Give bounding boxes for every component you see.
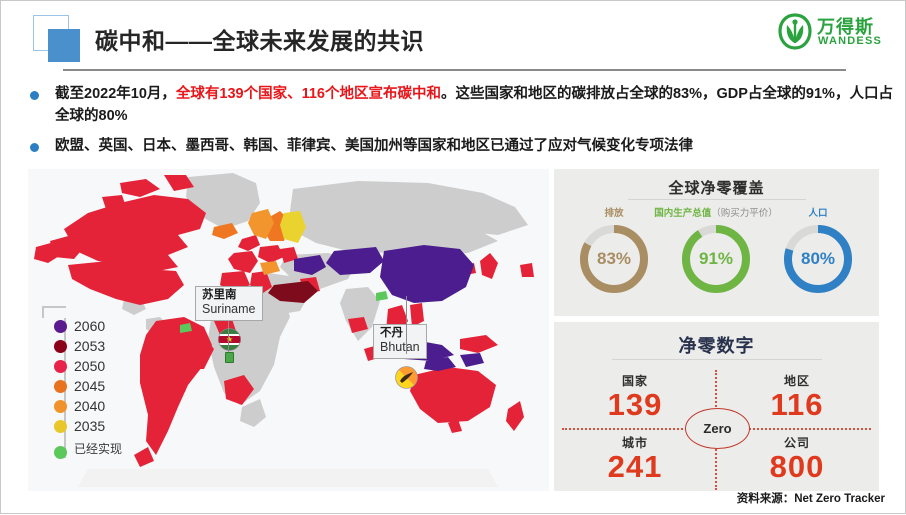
bullet-1-highlight: 全球有139个国家、116个地区宣布碳中和 [175, 86, 441, 102]
bullet-1-segment-2: 。这些国家和地区的碳排放占全球的83%，GDP占全球的91%，人口占全球的80% [55, 86, 893, 125]
panel-title-underline [612, 359, 822, 360]
bullet-text-1: 截至2022年10月，全球有139个国家、116个地区宣布碳中和。这些国家和地区… [55, 83, 893, 128]
callout-bhutan-box: 不丹 Bhutan [373, 324, 427, 359]
donut-population-value: 80% [800, 249, 836, 268]
legend-bracket [42, 306, 66, 318]
logo-text-cn: 万得斯 [817, 17, 874, 37]
callout-suriname-box: 苏里南 Suriname [195, 286, 263, 321]
legend-label-2060: 2060 [74, 318, 106, 334]
page-title: 碳中和——全球未来发展的共识 [95, 28, 424, 54]
legend-swatch-icon [54, 400, 67, 413]
net-zero-cell-companies: 公司 800 [722, 434, 872, 484]
donut-population-name: 人口 [808, 208, 828, 219]
leaf-sprout-icon [777, 13, 813, 51]
legend-swatch-icon [54, 320, 67, 333]
donut-gdp-sub: （购买力平价） [711, 208, 778, 219]
net-zero-numbers-panel: 净零数字 国家 139 地区 116 城市 241 公司 [554, 322, 879, 491]
net-zero-grid: 国家 139 地区 116 城市 241 公司 800 Zero [554, 366, 879, 491]
donut-population-label: 人口 [808, 205, 827, 219]
legend-label-2035: 2035 [74, 418, 106, 434]
panel-title-netzero: 净零数字 [678, 336, 755, 356]
panel-title-underline [628, 199, 806, 200]
bullet-marker-icon [30, 142, 39, 152]
donut-gdp-ring: 91% [679, 222, 753, 296]
global-net-zero-coverage-panel: 全球净零覆盖 排放 83% 国内生产总值（购买力平价） [554, 169, 879, 316]
brand-logo: 万得斯 WANDESS [777, 11, 893, 55]
bhutan-flag-icon [395, 366, 418, 389]
donut-emissions-ring: 83% [577, 222, 651, 296]
callout-bhutan-stem [406, 296, 407, 354]
legend-swatch-icon [54, 340, 67, 353]
bullet-item-1: 截至2022年10月，全球有139个国家、116个地区宣布碳中和。这些国家和地区… [23, 83, 893, 128]
donut-emissions-label: 排放 [604, 205, 623, 219]
net-zero-cell-countries: 国家 139 [560, 372, 710, 422]
donut-emissions-value: 83% [596, 249, 632, 268]
zero-center-badge: Zero [685, 408, 750, 449]
bullet-1-segment-1: 截至2022年10月， [55, 86, 176, 102]
bullet-2-segment-1: 欧盟、英国、日本、墨西哥、韩国、菲律宾、美国加州等国家和地区已通过了应对气候变化… [55, 137, 693, 154]
donut-emissions-name: 排放 [604, 208, 624, 219]
logo-text-en: WANDESS [818, 35, 883, 47]
bullet-text-2: 欧盟、英国、日本、墨西哥、韩国、菲律宾、美国加州等国家和地区已通过了应对气候变化… [55, 135, 893, 157]
legend-label-2050: 2050 [74, 358, 106, 374]
world-map-panel: 苏里南 Suriname 不丹 [28, 169, 549, 491]
donut-population-ring: 80% [781, 222, 855, 296]
legend-label-achieved: 已经实现 [74, 442, 123, 456]
donut-gdp-name: 国内生产总值 [654, 208, 712, 219]
donut-gdp-value: 91% [698, 249, 734, 268]
net-zero-cell-regions: 地区 116 [722, 372, 872, 422]
title-decoration-filled-square [48, 29, 80, 62]
legend-swatch-icon [54, 420, 67, 433]
net-zero-value-cities: 241 [607, 449, 663, 484]
legend-swatch-icon [54, 446, 67, 459]
legend-label-2053: 2053 [74, 338, 106, 354]
suriname-flag-icon [218, 328, 241, 351]
bullet-list: 截至2022年10月，全球有139个国家、116个地区宣布碳中和。这些国家和地区… [23, 83, 893, 164]
callout-bhutan: 不丹 Bhutan [373, 296, 427, 389]
source-note: 资料来源：Net Zero Tracker [736, 493, 885, 505]
donut-gdp-label: 国内生产总值（购买力平价） [654, 205, 778, 219]
net-zero-value-regions: 116 [770, 387, 824, 422]
callout-suriname-cn: 苏里南 [202, 289, 237, 301]
legend-swatch-icon [54, 380, 67, 393]
title-divider [63, 69, 846, 71]
callout-suriname: 苏里南 Suriname [195, 286, 263, 363]
panel-title-coverage: 全球净零覆盖 [668, 180, 765, 197]
content-area: 苏里南 Suriname 不丹 [1, 164, 906, 515]
legend-label-2040: 2040 [74, 398, 106, 414]
world-map-graphic [28, 169, 549, 491]
callout-bhutan-en: Bhutan [380, 340, 420, 355]
callout-suriname-stem [228, 321, 229, 355]
slide-header: 碳中和——全球未来发展的共识 万得斯 WANDESS [1, 1, 906, 73]
net-zero-caption-companies: 公司 [783, 436, 810, 450]
net-zero-caption-cities: 城市 [621, 436, 648, 450]
callout-suriname-en: Suriname [202, 302, 256, 317]
net-zero-value-companies: 800 [769, 449, 825, 484]
net-zero-caption-regions: 地区 [783, 374, 810, 388]
net-zero-value-countries: 139 [607, 387, 663, 422]
net-zero-cell-cities: 城市 241 [560, 434, 710, 484]
net-zero-caption-countries: 国家 [621, 374, 648, 388]
legend-swatch-icon [54, 360, 67, 373]
bullet-item-2: 欧盟、英国、日本、墨西哥、韩国、菲律宾、美国加州等国家和地区已通过了应对气候变化… [23, 135, 893, 157]
legend-label-2045: 2045 [74, 378, 106, 394]
map-legend: 2060 2053 2050 2045 2040 [42, 306, 152, 468]
callout-suriname-pin-icon [225, 352, 234, 363]
bullet-marker-icon [30, 91, 39, 100]
callout-bhutan-cn: 不丹 [380, 327, 403, 339]
